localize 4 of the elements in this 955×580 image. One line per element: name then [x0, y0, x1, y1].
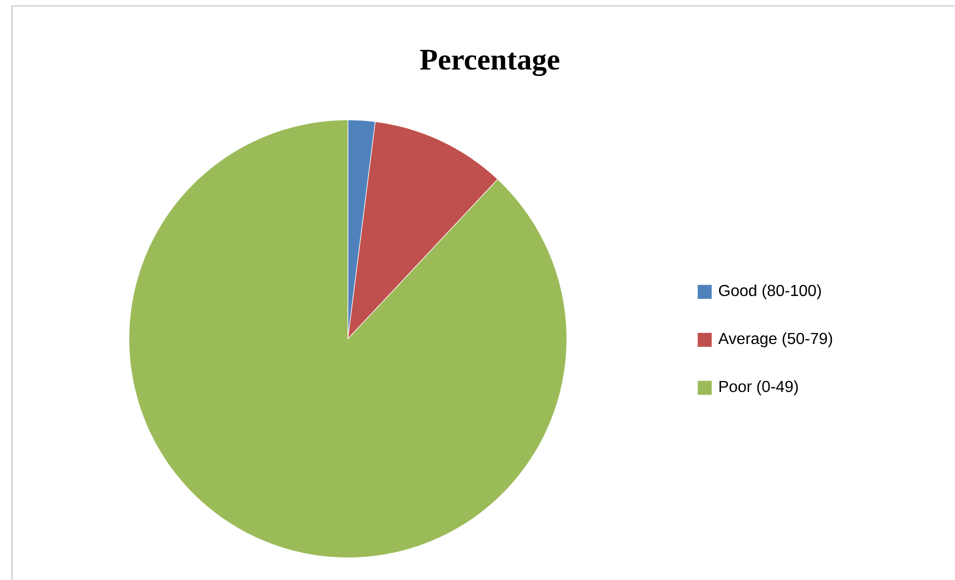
legend-label: Poor (0-49) [720, 380, 798, 396]
legend-label: Good (80-100) [719, 284, 821, 300]
legend-label: Average (50-79) [718, 332, 832, 348]
chart-title: Percentage [420, 50, 560, 76]
